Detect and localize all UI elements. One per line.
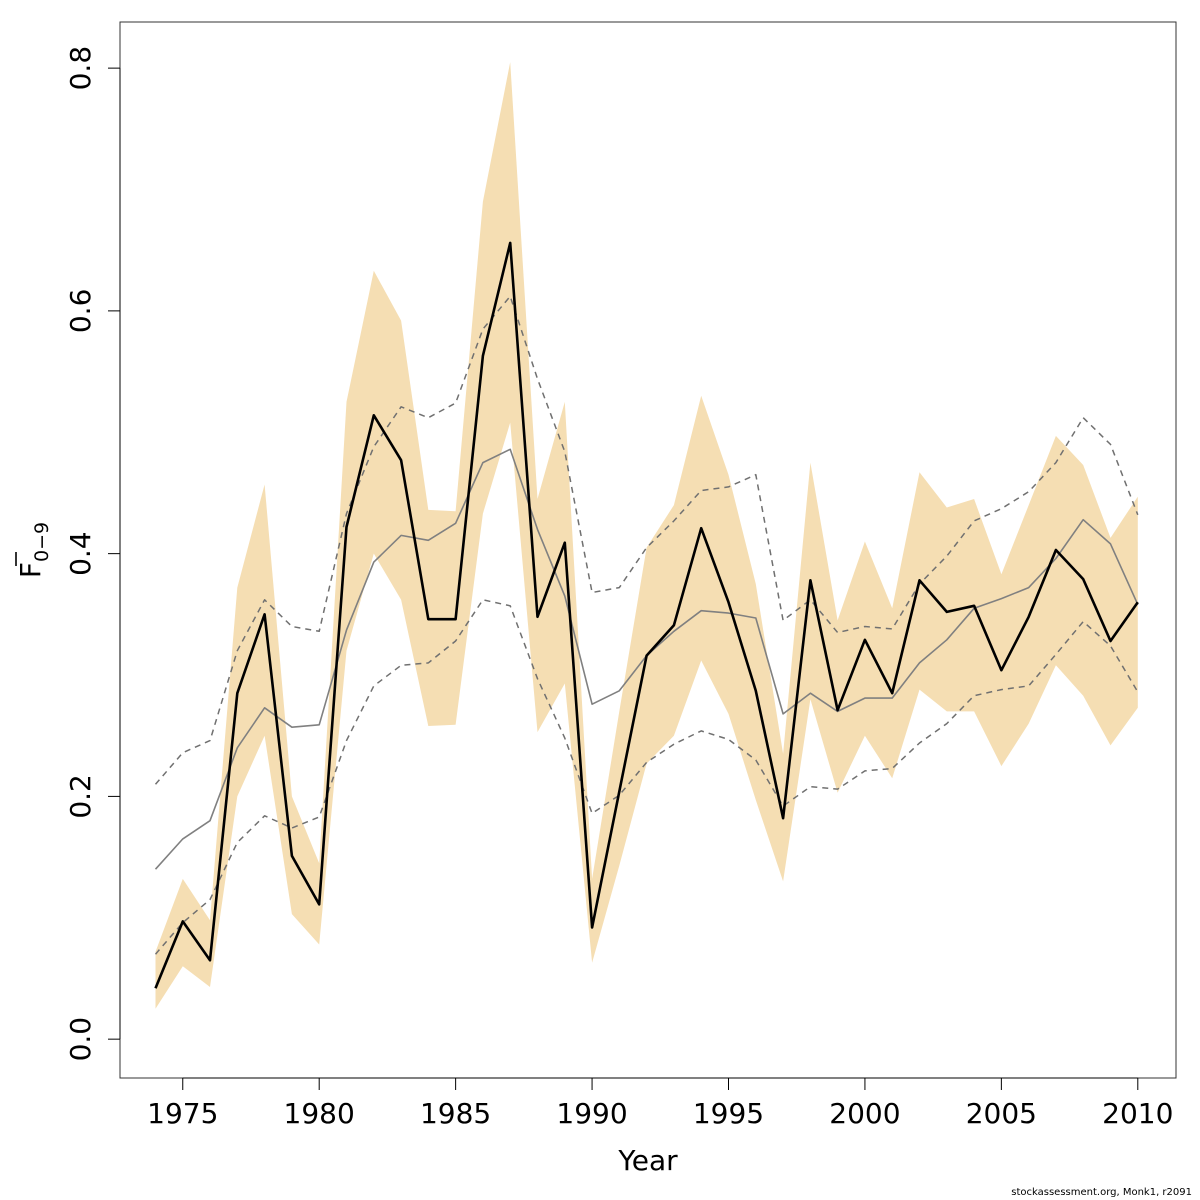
confidence-band	[155, 62, 1138, 1009]
y-tick-label: 0.6	[64, 289, 97, 334]
y-tick-label: 0.4	[64, 531, 97, 576]
y-axis-label-group: F0−9	[14, 522, 53, 578]
x-tick-label: 1990	[556, 1097, 627, 1130]
x-tick-label: 1985	[420, 1097, 491, 1130]
y-axis: 0.0 0.2 0.4 0.6 0.8	[64, 46, 121, 1062]
y-axis-label-subscript: 0−9	[31, 522, 53, 562]
x-tick-label: 2000	[829, 1097, 900, 1130]
x-tick-label: 1980	[284, 1097, 355, 1130]
y-tick-label: 0.8	[64, 46, 97, 91]
y-axis-label-main: F	[14, 562, 47, 578]
x-tick-label: 2010	[1102, 1097, 1173, 1130]
x-tick-label: 1995	[693, 1097, 764, 1130]
x-axis: 1975 1980 1985 1990 1995 2000 2005 2010	[147, 1077, 1173, 1130]
x-tick-label: 2005	[966, 1097, 1037, 1130]
x-tick-label: 1975	[147, 1097, 218, 1130]
y-tick-label: 0.0	[64, 1017, 97, 1062]
y-tick-label: 0.2	[64, 774, 97, 819]
y-axis-label: F0−9	[14, 522, 53, 578]
series-line-previous-upper	[154, 295, 1139, 785]
confidence-band-layer	[155, 62, 1138, 1009]
x-axis-label: Year	[617, 1144, 678, 1177]
series-layer	[154, 241, 1139, 989]
series-line-estimate	[154, 241, 1139, 989]
footer-credit: stockassessment.org, Monk1, r2091	[1011, 1187, 1192, 1198]
